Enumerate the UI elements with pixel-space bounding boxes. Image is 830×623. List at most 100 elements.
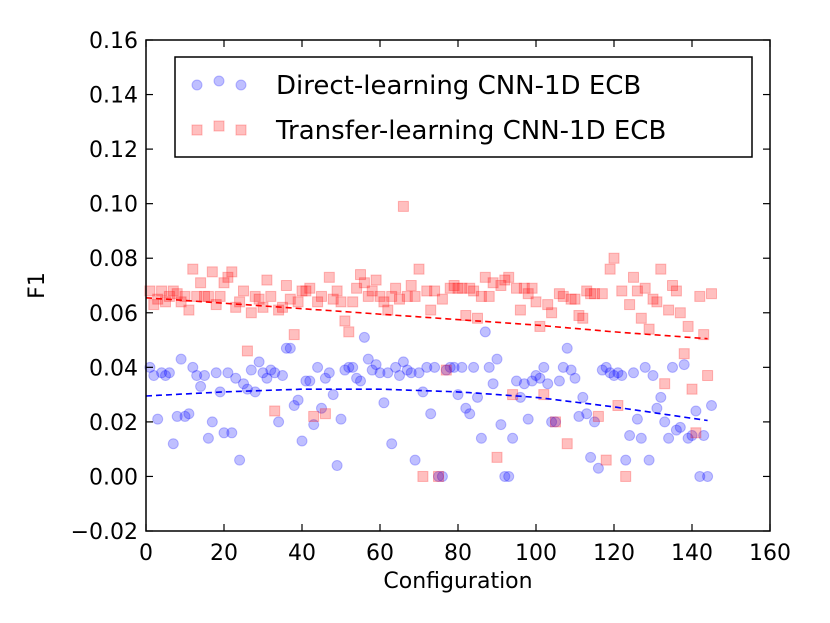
transfer-point <box>394 293 405 305</box>
transfer-point <box>631 285 643 297</box>
y-tick-label: 0.14 <box>89 84 138 109</box>
direct-point <box>538 361 550 373</box>
transfer-trend-line <box>145 297 708 340</box>
x-axis-label: Configuration <box>383 569 532 594</box>
direct-point <box>171 410 183 422</box>
direct-point <box>304 375 316 387</box>
transfer-point <box>499 274 511 286</box>
direct-point <box>694 470 706 482</box>
transfer-point <box>604 263 616 275</box>
direct-point <box>585 451 597 463</box>
transfer-point <box>472 312 483 324</box>
y-tick-label: 0.16 <box>89 29 138 54</box>
transfer-point <box>475 290 487 302</box>
direct-point <box>670 424 682 436</box>
direct-point <box>550 416 561 428</box>
x-tick-label: 120 <box>593 541 635 566</box>
transfer-point <box>183 304 195 316</box>
transfer-point <box>206 266 218 278</box>
transfer-point <box>553 288 565 300</box>
transfer-point <box>339 315 351 327</box>
direct-point <box>475 432 487 444</box>
direct-point <box>273 416 285 428</box>
transfer-point <box>280 280 292 291</box>
direct-point <box>230 372 242 384</box>
transfer-point <box>230 301 242 313</box>
direct-point <box>265 364 277 376</box>
direct-point <box>163 367 175 379</box>
transfer-point <box>343 326 355 338</box>
direct-point <box>624 430 636 442</box>
transfer-point <box>370 274 382 286</box>
direct-point <box>374 367 386 379</box>
transfer-point <box>382 304 394 316</box>
transfer-point <box>413 263 425 275</box>
direct-point <box>612 367 624 379</box>
transfer-point <box>218 277 230 289</box>
direct-point <box>514 391 526 403</box>
direct-point <box>495 419 507 431</box>
direct-point <box>600 361 612 373</box>
direct-point <box>331 460 343 472</box>
transfer-point <box>647 293 659 305</box>
direct-point <box>347 361 359 373</box>
transfer-point <box>304 282 316 294</box>
transfer-point <box>530 296 542 308</box>
transfer-point <box>355 269 366 281</box>
transfer-point <box>655 263 667 275</box>
transfer-point <box>514 304 526 316</box>
direct-point <box>405 367 417 379</box>
transfer-point <box>702 370 714 382</box>
direct-point <box>351 372 363 384</box>
transfer-point <box>222 271 234 283</box>
legend-square-marker <box>235 124 247 136</box>
transfer-point <box>296 285 308 297</box>
axis-ticks-layer: 0 20 40 60 80 100 120 140 160 −0.02 0.00 0.02 0.04 0.… <box>71 29 791 566</box>
direct-point <box>596 364 608 376</box>
transfer-point <box>312 296 324 308</box>
direct-point <box>483 361 495 373</box>
direct-point <box>316 402 327 414</box>
transfer-point <box>397 200 409 212</box>
transfer-point <box>323 271 335 283</box>
transfer-point <box>526 282 538 294</box>
direct-point <box>577 391 589 403</box>
transfer-point <box>546 307 558 319</box>
direct-point <box>546 416 558 428</box>
direct-point <box>460 402 472 414</box>
transfer-point <box>440 364 452 376</box>
y-tick-label: 0.08 <box>89 247 138 272</box>
transfer-point <box>319 408 331 420</box>
direct-point <box>288 400 300 412</box>
direct-point <box>581 408 593 420</box>
direct-point <box>366 364 378 376</box>
y-tick-label: 0.10 <box>89 193 138 218</box>
transfer-point <box>245 307 257 319</box>
direct-point <box>472 391 483 403</box>
direct-point <box>187 361 199 373</box>
transfer-point <box>522 288 534 300</box>
direct-point <box>191 370 203 382</box>
direct-point <box>277 370 288 382</box>
transfer-point <box>678 348 690 360</box>
direct-point <box>526 375 538 387</box>
transfer-point <box>542 299 554 311</box>
transfer-point <box>479 271 491 283</box>
trend-lines-layer <box>145 297 708 422</box>
transfer-point <box>374 290 386 302</box>
transfer-point <box>468 285 480 297</box>
direct-point <box>479 326 491 338</box>
direct-point <box>468 361 480 373</box>
direct-point <box>503 470 515 482</box>
transfer-point <box>327 293 339 305</box>
direct-point <box>557 361 569 373</box>
transfer-point <box>487 277 499 289</box>
direct-point <box>245 364 257 376</box>
transfer-point <box>596 288 608 300</box>
transfer-point <box>651 296 663 308</box>
direct-point <box>655 391 667 403</box>
direct-point <box>394 370 405 382</box>
direct-point <box>210 367 222 379</box>
direct-point <box>421 361 433 373</box>
direct-point <box>592 462 604 474</box>
